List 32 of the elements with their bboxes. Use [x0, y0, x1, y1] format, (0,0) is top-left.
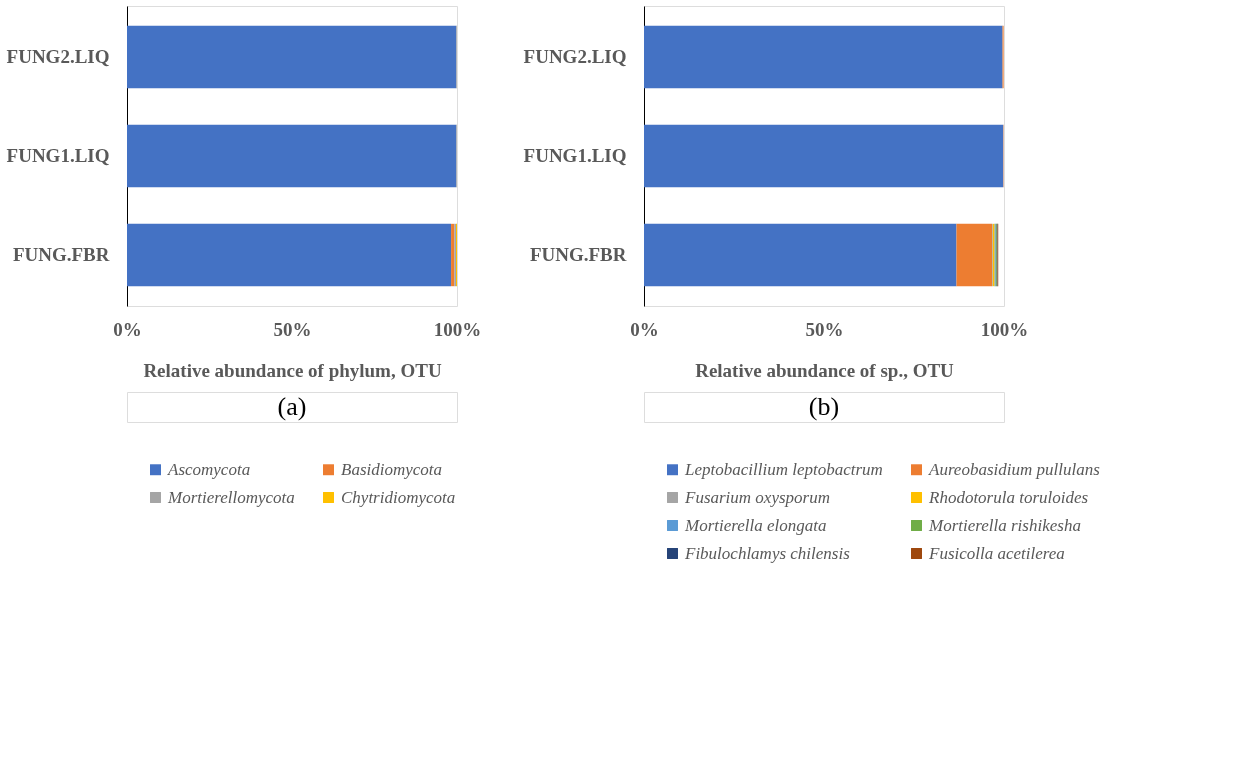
legend-label: Fusicolla acetilerea: [928, 543, 1065, 563]
x-axis-title: Relative abundance of phylum, OTU: [143, 359, 442, 381]
text: (a): [277, 392, 307, 421]
x-tick-label: 100%: [433, 318, 482, 340]
bar: [644, 25, 1003, 89]
y-tick-label: FUNG.FBR: [12, 244, 110, 266]
bar: [644, 223, 957, 287]
legend-label: Basidiomycota: [341, 459, 443, 479]
x-tick-label: 0%: [630, 318, 659, 340]
x-tick-label: 0%: [113, 318, 142, 340]
legend-label: Chytridiomycota: [341, 487, 456, 507]
y-tick-label: FUNG.FBR: [529, 244, 627, 266]
text: (b): [808, 392, 840, 421]
x-tick-label: 50%: [805, 318, 844, 340]
x-tick-label: 100%: [980, 318, 1029, 340]
bar: [956, 223, 993, 287]
y-tick-label: FUNG2.LIQ: [6, 45, 110, 67]
y-tick-label: FUNG2.LIQ: [523, 45, 627, 67]
legend-label: Mortierella rishikesha: [928, 515, 1081, 535]
legend-label: Aureobasidium pullulans: [928, 459, 1101, 479]
bar: [644, 124, 1004, 188]
legend-label: Leptobacillium leptobactrum: [684, 459, 883, 479]
legend-label: Ascomycota: [167, 459, 251, 479]
legend-label: Mortierellomycota: [167, 487, 295, 507]
x-tick-label: 50%: [273, 318, 312, 340]
y-tick-label: FUNG1.LIQ: [6, 145, 110, 166]
legend-label: Mortierella elongata: [684, 515, 827, 535]
y-tick-label: FUNG1.LIQ: [523, 145, 627, 166]
legend-label: Rhodotorula toruloides: [928, 487, 1089, 507]
legend-label: Fibulochlamys chilensis: [684, 543, 851, 563]
x-axis-title: Relative abundance of sp., OTU: [695, 359, 955, 381]
legend-label: Fusarium oxysporum: [684, 487, 830, 507]
